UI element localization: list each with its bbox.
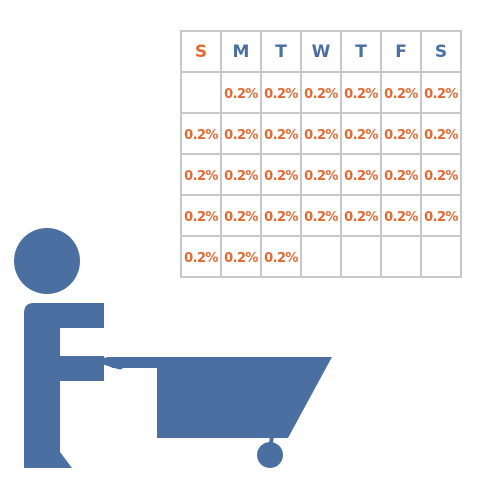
calendar-day-cell: 0.2% <box>260 112 302 155</box>
calendar-day-cell <box>180 71 222 114</box>
calendar-day-cell: 0.2% <box>260 235 302 278</box>
day-value: 0.2% <box>384 210 418 225</box>
day-value: 0.2% <box>184 169 218 184</box>
person-head <box>14 228 80 294</box>
calendar-week-row: 0.2% 0.2% 0.2% 0.2% 0.2% 0.2% 0.2% <box>180 153 462 196</box>
day-value: 0.2% <box>344 87 378 102</box>
day-value: 0.2% <box>424 169 458 184</box>
calendar-day-cell: 0.2% <box>380 194 422 237</box>
day-value: 0.2% <box>344 169 378 184</box>
calendar-day-cell: 0.2% <box>340 112 382 155</box>
calendar-day-cell: 0.2% <box>380 112 422 155</box>
calendar-body: 0.2% 0.2% 0.2% 0.2% 0.2% 0.2% 0.2% 0.2% 0.2% 0.2%… <box>180 71 462 278</box>
calendar-week-row: 0.2% 0.2% 0.2% <box>180 235 462 278</box>
calendar-day-cell: 0.2% <box>260 153 302 196</box>
calendar-header-row: S M T W T F S <box>180 30 462 73</box>
calendar-day-cell: 0.2% <box>300 153 342 196</box>
calendar-week-row: 0.2% 0.2% 0.2% 0.2% 0.2% 0.2% <box>180 71 462 114</box>
calendar-day-cell: 0.2% <box>340 153 382 196</box>
calendar-day-cell: 0.2% <box>180 153 222 196</box>
day-value: 0.2% <box>424 128 458 143</box>
calendar-day-cell: 0.2% <box>220 194 262 237</box>
day-value: 0.2% <box>224 210 258 225</box>
calendar-day-cell: 0.2% <box>260 71 302 114</box>
day-label-saturday: S <box>420 30 462 73</box>
calendar-day-cell: 0.2% <box>420 194 462 237</box>
calendar-day-cell: 0.2% <box>300 112 342 155</box>
day-label-sunday: S <box>180 30 222 73</box>
calendar-day-cell: 0.2% <box>220 153 262 196</box>
wheelbarrow-wheel <box>257 442 283 468</box>
day-value: 0.2% <box>184 128 218 143</box>
day-value: 0.2% <box>424 87 458 102</box>
calendar-day-cell: 0.2% <box>180 194 222 237</box>
day-value: 0.2% <box>344 128 378 143</box>
day-value: 0.2% <box>224 128 258 143</box>
calendar-day-cell <box>420 235 462 278</box>
calendar-day-cell: 0.2% <box>180 235 222 278</box>
day-value: 0.2% <box>264 128 298 143</box>
day-value: 0.2% <box>264 210 298 225</box>
calendar-day-cell: 0.2% <box>300 194 342 237</box>
day-value: 0.2% <box>184 210 218 225</box>
calendar-day-cell: 0.2% <box>260 194 302 237</box>
day-label-thursday: T <box>340 30 382 73</box>
calendar-day-cell: 0.2% <box>340 194 382 237</box>
calendar-day-cell: 0.2% <box>220 235 262 278</box>
calendar-day-cell: 0.2% <box>220 71 262 114</box>
day-value: 0.2% <box>384 87 418 102</box>
calendar-week-row: 0.2% 0.2% 0.2% 0.2% 0.2% 0.2% 0.2% <box>180 194 462 237</box>
day-label-friday: F <box>380 30 422 73</box>
day-value: 0.2% <box>184 251 218 266</box>
day-value: 0.2% <box>264 169 298 184</box>
day-value: 0.2% <box>224 251 258 266</box>
day-label-monday: M <box>220 30 262 73</box>
day-value: 0.2% <box>264 87 298 102</box>
day-value: 0.2% <box>224 87 258 102</box>
day-value: 0.2% <box>344 210 378 225</box>
calendar-day-cell: 0.2% <box>380 153 422 196</box>
day-label-tuesday: T <box>260 30 302 73</box>
day-value: 0.2% <box>264 251 298 266</box>
calendar-day-cell <box>380 235 422 278</box>
day-value: 0.2% <box>424 210 458 225</box>
wheelbarrow-bin <box>106 357 332 438</box>
day-value: 0.2% <box>384 128 418 143</box>
calendar-day-cell: 0.2% <box>420 71 462 114</box>
calendar-day-cell: 0.2% <box>420 112 462 155</box>
calendar-day-cell <box>300 235 342 278</box>
calendar-day-cell <box>340 235 382 278</box>
calendar-day-cell: 0.2% <box>180 112 222 155</box>
calendar-day-cell: 0.2% <box>340 71 382 114</box>
day-value: 0.2% <box>304 210 338 225</box>
calendar-day-cell: 0.2% <box>300 71 342 114</box>
calendar-day-cell: 0.2% <box>220 112 262 155</box>
day-value: 0.2% <box>304 87 338 102</box>
calendar-grid: S M T W T F S 0.2% 0.2% 0.2% 0.2% 0.2% 0.2% 0.… <box>180 30 462 278</box>
calendar-day-cell: 0.2% <box>420 153 462 196</box>
day-value: 0.2% <box>304 169 338 184</box>
calendar-day-cell: 0.2% <box>380 71 422 114</box>
day-value: 0.2% <box>384 169 418 184</box>
calendar-week-row: 0.2% 0.2% 0.2% 0.2% 0.2% 0.2% 0.2% <box>180 112 462 155</box>
day-value: 0.2% <box>224 169 258 184</box>
day-value: 0.2% <box>304 128 338 143</box>
person-body <box>24 303 104 468</box>
day-label-wednesday: W <box>300 30 342 73</box>
